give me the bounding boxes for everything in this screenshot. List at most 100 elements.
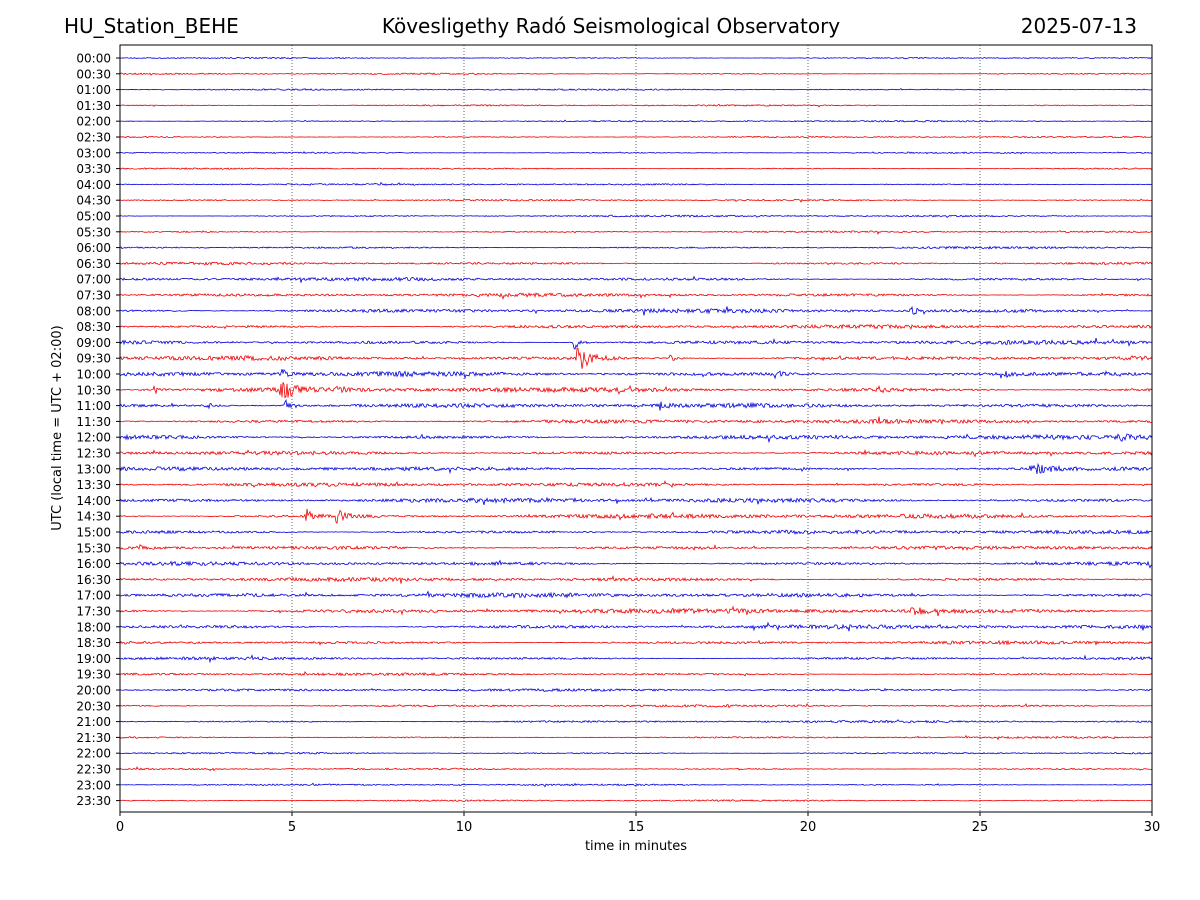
y-tick-label-13:30: 13:30 xyxy=(76,478,111,492)
x-tick-label-15: 15 xyxy=(628,820,645,835)
y-tick-label-14:30: 14:30 xyxy=(76,510,111,524)
chart-date: 2025-07-13 xyxy=(1020,14,1137,38)
y-tick-label-22:00: 22:00 xyxy=(76,747,111,761)
y-tick-label-00:00: 00:00 xyxy=(76,52,111,66)
trace-07:30 xyxy=(119,292,1153,300)
y-tick-label-09:00: 09:00 xyxy=(76,336,111,350)
y-tick-label-08:00: 08:00 xyxy=(76,304,111,318)
trace-18:30 xyxy=(119,639,1153,646)
trace-02:30 xyxy=(119,135,1153,139)
trace-01:30 xyxy=(119,103,1153,108)
trace-19:30 xyxy=(119,671,1153,677)
seismic-traces xyxy=(119,56,1153,802)
y-tick-label-08:30: 08:30 xyxy=(76,320,111,334)
y-tick-label-19:30: 19:30 xyxy=(76,668,111,682)
y-tick-label-05:00: 05:00 xyxy=(76,210,111,224)
trace-17:00 xyxy=(119,590,1153,599)
trace-17:30 xyxy=(119,605,1153,617)
trace-23:30 xyxy=(119,799,1153,802)
trace-16:00 xyxy=(119,559,1153,569)
y-axis-label: UTC (local time = UTC + 02:00) xyxy=(50,325,65,530)
y-tick-label-04:00: 04:00 xyxy=(76,178,111,192)
trace-13:00 xyxy=(119,462,1153,475)
y-tick-label-14:00: 14:00 xyxy=(76,494,111,508)
trace-22:30 xyxy=(119,766,1153,772)
x-tick-label-10: 10 xyxy=(456,820,473,835)
y-tick-label-06:30: 06:30 xyxy=(76,257,111,271)
trace-12:30 xyxy=(119,448,1153,458)
x-tick-label-20: 20 xyxy=(800,820,817,835)
y-tick-label-18:00: 18:00 xyxy=(76,620,111,634)
y-tick-label-02:30: 02:30 xyxy=(76,131,111,145)
y-tick-label-11:00: 11:00 xyxy=(76,399,111,413)
y-tick-label-00:30: 00:30 xyxy=(76,67,111,81)
y-tick-label-10:00: 10:00 xyxy=(76,368,111,382)
trace-04:30 xyxy=(119,198,1153,203)
y-tick-label-07:00: 07:00 xyxy=(76,273,111,287)
trace-16:30 xyxy=(119,575,1153,584)
x-axis: 0 5 10 15 20 25 30 xyxy=(116,812,1160,835)
trace-23:00 xyxy=(119,782,1153,788)
trace-08:30 xyxy=(119,323,1153,330)
x-tick-label-0: 0 xyxy=(116,820,124,835)
trace-05:00 xyxy=(119,214,1153,219)
trace-06:30 xyxy=(119,261,1153,266)
trace-21:30 xyxy=(119,734,1153,741)
y-tick-label-22:30: 22:30 xyxy=(76,763,111,777)
y-tick-label-07:30: 07:30 xyxy=(76,289,111,303)
trace-20:00 xyxy=(119,687,1153,693)
trace-00:00 xyxy=(119,56,1153,60)
y-tick-label-15:00: 15:00 xyxy=(76,526,111,540)
y-tick-label-02:00: 02:00 xyxy=(76,115,111,129)
trace-22:00 xyxy=(119,751,1153,755)
trace-20:30 xyxy=(119,702,1153,709)
y-tick-label-12:30: 12:30 xyxy=(76,447,111,461)
trace-14:00 xyxy=(119,496,1153,506)
y-tick-label-21:30: 21:30 xyxy=(76,731,111,745)
y-tick-label-06:00: 06:00 xyxy=(76,241,111,255)
trace-09:00 xyxy=(119,337,1153,350)
trace-10:00 xyxy=(119,368,1153,380)
y-tick-label-05:30: 05:30 xyxy=(76,225,111,239)
trace-12:00 xyxy=(119,433,1153,444)
y-tick-label-13:00: 13:00 xyxy=(76,462,111,476)
chart-title: Kövesligethy Radó Seismological Observat… xyxy=(381,14,841,38)
trace-09:30 xyxy=(119,347,1153,369)
y-tick-label-23:30: 23:30 xyxy=(76,794,111,808)
x-tick-label-25: 25 xyxy=(972,820,989,835)
trace-01:00 xyxy=(119,87,1153,91)
trace-21:00 xyxy=(119,719,1153,724)
y-tick-label-03:00: 03:00 xyxy=(76,146,111,160)
x-axis-label: time in minutes xyxy=(585,839,687,854)
trace-07:00 xyxy=(119,275,1153,283)
vertical-grid xyxy=(291,45,981,812)
y-tick-label-12:00: 12:00 xyxy=(76,431,111,445)
trace-13:30 xyxy=(119,480,1153,489)
y-tick-label-09:30: 09:30 xyxy=(76,352,111,366)
trace-00:30 xyxy=(119,72,1153,76)
y-tick-label-03:30: 03:30 xyxy=(76,162,111,176)
trace-04:00 xyxy=(119,181,1153,186)
trace-18:00 xyxy=(119,621,1153,632)
y-tick-label-16:00: 16:00 xyxy=(76,557,111,571)
trace-15:30 xyxy=(119,543,1153,551)
trace-08:00 xyxy=(119,305,1153,316)
trace-03:00 xyxy=(119,151,1153,155)
x-tick-label-5: 5 xyxy=(288,820,296,835)
trace-06:00 xyxy=(119,245,1153,250)
trace-11:30 xyxy=(119,416,1153,425)
trace-02:00 xyxy=(119,119,1153,123)
y-tick-label-15:30: 15:30 xyxy=(76,541,111,555)
y-tick-label-20:30: 20:30 xyxy=(76,699,111,713)
y-tick-label-04:30: 04:30 xyxy=(76,194,111,208)
x-tick-label-30: 30 xyxy=(1144,820,1161,835)
y-tick-label-16:30: 16:30 xyxy=(76,573,111,587)
y-tick-label-18:30: 18:30 xyxy=(76,636,111,650)
trace-14:30 xyxy=(119,508,1153,524)
trace-11:00 xyxy=(119,399,1153,411)
trace-05:30 xyxy=(119,230,1153,235)
y-tick-label-01:30: 01:30 xyxy=(76,99,111,113)
y-tick-label-11:30: 11:30 xyxy=(76,415,111,429)
